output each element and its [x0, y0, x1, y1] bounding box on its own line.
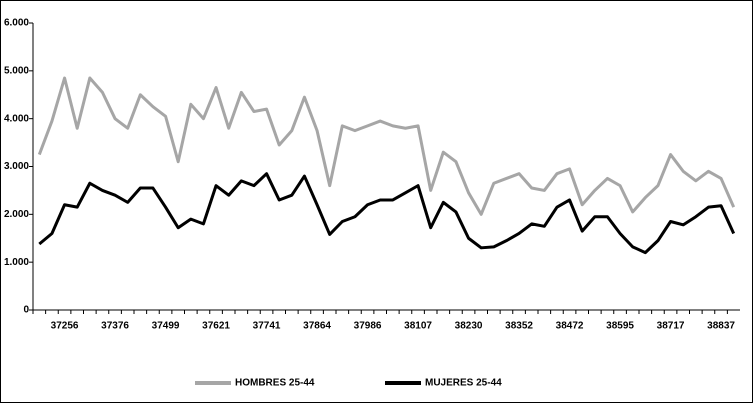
line-series [38, 172, 736, 255]
x-tick-label: 37621 [202, 321, 230, 332]
x-tick-label: 37741 [253, 321, 281, 332]
y-tick-label: 6.000 [4, 18, 29, 29]
x-tick-label: 38595 [606, 321, 634, 332]
line-series [37, 76, 736, 216]
x-tick-label: 38230 [455, 321, 483, 332]
legend-label: HOMBRES 25-44 [235, 378, 315, 389]
x-tick-label: 37499 [152, 321, 180, 332]
x-tick-label: 38107 [404, 321, 432, 332]
x-tick-label: 37986 [354, 321, 382, 332]
x-tick-label: 37864 [303, 321, 331, 332]
x-tick-label: 38352 [505, 321, 533, 332]
y-tick-label: 4.000 [4, 113, 29, 124]
y-tick-label: 2.000 [4, 209, 29, 220]
x-tick-label: 38472 [556, 321, 584, 332]
y-tick-label: 0 [23, 305, 29, 316]
x-tick-label: 38717 [657, 321, 685, 332]
y-tick-label: 5.000 [4, 65, 29, 76]
y-tick-label: 3.000 [4, 161, 29, 172]
x-tick-label: 38837 [707, 321, 735, 332]
x-tick-label: 37256 [51, 321, 79, 332]
legend-label: MUJERES 25-44 [425, 378, 502, 389]
y-tick-label: 1.000 [4, 257, 29, 268]
x-tick-label: 37376 [101, 321, 129, 332]
